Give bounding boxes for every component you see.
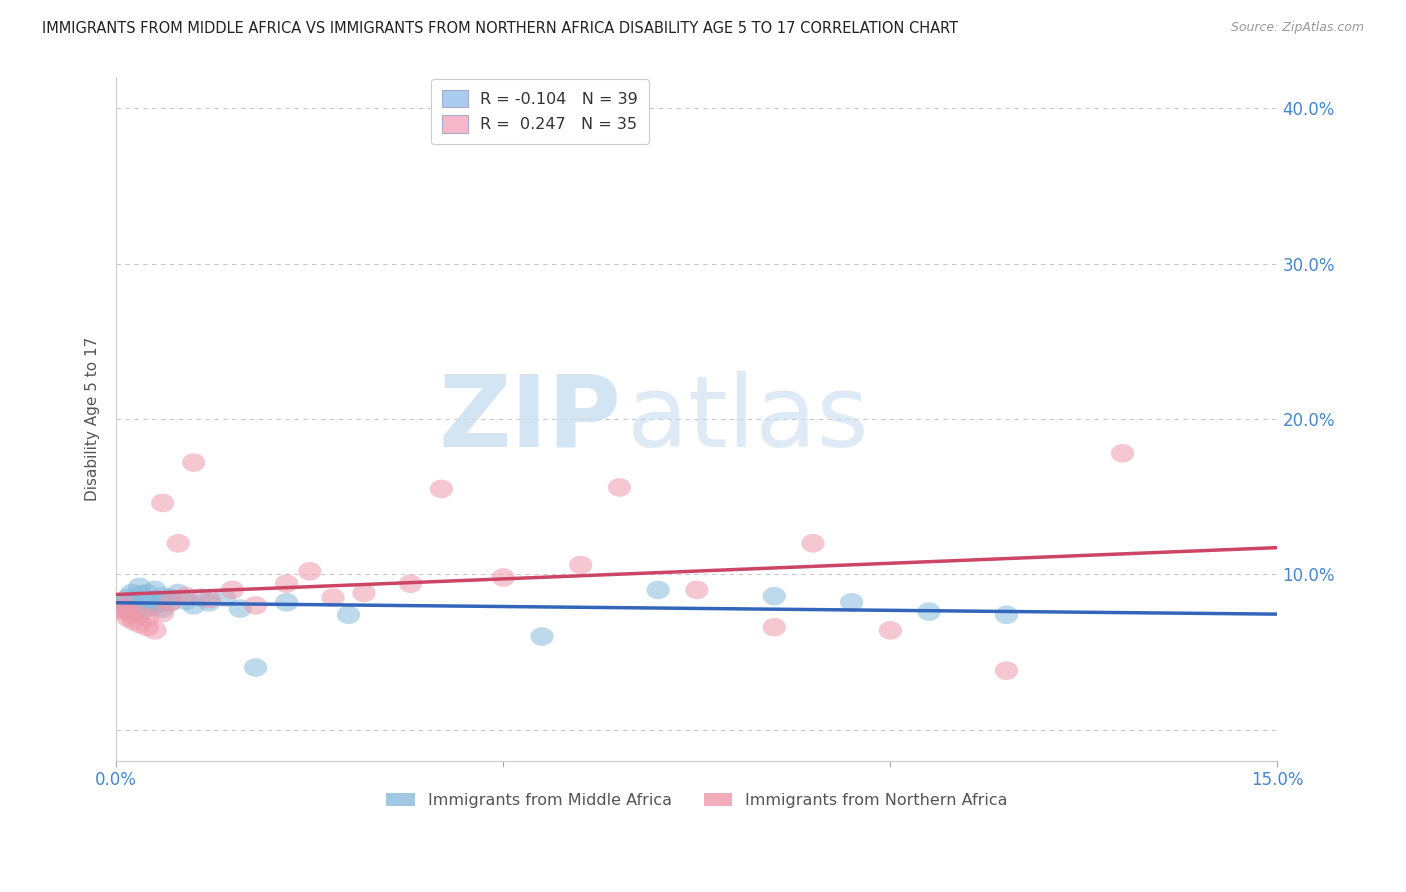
Ellipse shape — [135, 583, 159, 602]
Ellipse shape — [198, 593, 221, 612]
Ellipse shape — [143, 596, 166, 615]
Ellipse shape — [801, 534, 824, 553]
Text: atlas: atlas — [627, 370, 869, 467]
Ellipse shape — [135, 599, 159, 618]
Ellipse shape — [150, 593, 174, 612]
Ellipse shape — [530, 627, 554, 646]
Ellipse shape — [135, 618, 159, 637]
Ellipse shape — [150, 599, 174, 618]
Ellipse shape — [120, 606, 143, 624]
Ellipse shape — [114, 599, 138, 618]
Ellipse shape — [132, 599, 155, 618]
Ellipse shape — [569, 556, 592, 574]
Ellipse shape — [174, 587, 198, 606]
Ellipse shape — [995, 606, 1018, 624]
Ellipse shape — [337, 606, 360, 624]
Ellipse shape — [114, 596, 138, 615]
Ellipse shape — [112, 602, 135, 621]
Ellipse shape — [762, 587, 786, 606]
Text: ZIP: ZIP — [439, 370, 621, 467]
Ellipse shape — [117, 589, 139, 607]
Ellipse shape — [276, 574, 298, 593]
Ellipse shape — [135, 608, 159, 627]
Ellipse shape — [229, 599, 252, 618]
Ellipse shape — [122, 612, 145, 631]
Text: IMMIGRANTS FROM MIDDLE AFRICA VS IMMIGRANTS FROM NORTHERN AFRICA DISABILITY AGE : IMMIGRANTS FROM MIDDLE AFRICA VS IMMIGRA… — [42, 21, 959, 36]
Ellipse shape — [190, 589, 214, 607]
Ellipse shape — [159, 593, 181, 612]
Ellipse shape — [198, 590, 221, 608]
Ellipse shape — [120, 593, 143, 612]
Ellipse shape — [276, 593, 298, 612]
Ellipse shape — [839, 593, 863, 612]
Ellipse shape — [128, 606, 150, 624]
Ellipse shape — [111, 596, 134, 615]
Ellipse shape — [159, 593, 181, 612]
Ellipse shape — [492, 568, 515, 587]
Ellipse shape — [128, 585, 150, 604]
Ellipse shape — [181, 596, 205, 615]
Ellipse shape — [685, 581, 709, 599]
Ellipse shape — [150, 604, 174, 623]
Ellipse shape — [298, 562, 322, 581]
Ellipse shape — [150, 587, 174, 606]
Ellipse shape — [245, 658, 267, 677]
Ellipse shape — [117, 608, 139, 627]
Y-axis label: Disability Age 5 to 17: Disability Age 5 to 17 — [86, 337, 100, 501]
Ellipse shape — [143, 590, 166, 608]
Ellipse shape — [159, 589, 181, 607]
Ellipse shape — [111, 599, 134, 618]
Ellipse shape — [120, 583, 143, 602]
Ellipse shape — [221, 581, 245, 599]
Ellipse shape — [181, 453, 205, 472]
Ellipse shape — [322, 589, 344, 607]
Ellipse shape — [353, 583, 375, 602]
Ellipse shape — [150, 493, 174, 512]
Ellipse shape — [430, 480, 453, 499]
Ellipse shape — [995, 661, 1018, 680]
Legend: Immigrants from Middle Africa, Immigrants from Northern Africa: Immigrants from Middle Africa, Immigrant… — [380, 787, 1014, 814]
Ellipse shape — [124, 602, 148, 621]
Ellipse shape — [166, 583, 190, 602]
Ellipse shape — [762, 618, 786, 637]
Ellipse shape — [647, 581, 669, 599]
Ellipse shape — [918, 602, 941, 621]
Ellipse shape — [128, 615, 150, 633]
Ellipse shape — [135, 593, 159, 612]
Ellipse shape — [128, 591, 150, 610]
Ellipse shape — [607, 478, 631, 497]
Ellipse shape — [112, 593, 135, 612]
Ellipse shape — [399, 574, 422, 593]
Ellipse shape — [122, 596, 145, 615]
Ellipse shape — [214, 589, 236, 607]
Ellipse shape — [143, 621, 166, 640]
Ellipse shape — [245, 596, 267, 615]
Ellipse shape — [166, 534, 190, 553]
Ellipse shape — [143, 581, 166, 599]
Ellipse shape — [174, 591, 198, 610]
Text: Source: ZipAtlas.com: Source: ZipAtlas.com — [1230, 21, 1364, 34]
Ellipse shape — [1111, 444, 1135, 463]
Ellipse shape — [128, 577, 150, 596]
Ellipse shape — [879, 621, 903, 640]
